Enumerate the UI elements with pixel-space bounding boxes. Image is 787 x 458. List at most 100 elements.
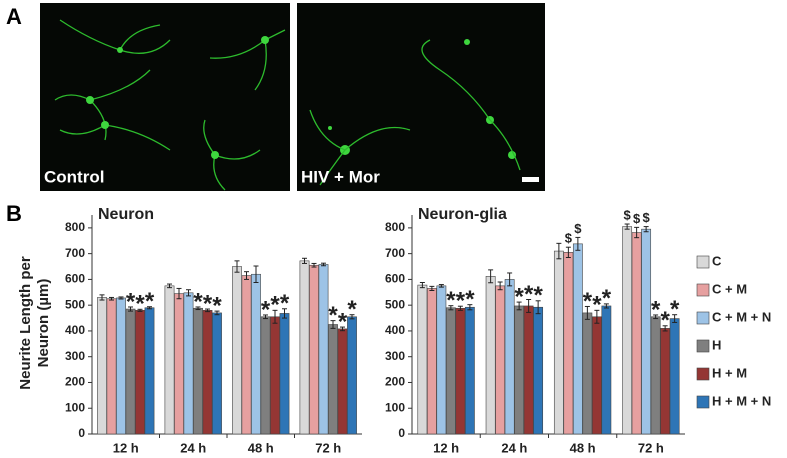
significance-marker: * xyxy=(602,285,612,312)
legend-swatch xyxy=(696,395,710,409)
significance-marker: * xyxy=(280,290,290,317)
significance-marker: * xyxy=(270,292,280,319)
legend-label: H + M xyxy=(712,365,747,380)
bar xyxy=(116,297,126,435)
y-tick-label: 500 xyxy=(65,297,85,311)
bar xyxy=(660,328,671,435)
x-tick-label: 24 h xyxy=(180,440,206,455)
y-tick-label: 500 xyxy=(385,297,405,311)
bar xyxy=(328,324,338,435)
legend-swatch xyxy=(696,339,710,353)
significance-marker: * xyxy=(212,292,222,319)
y-tick-label: 100 xyxy=(385,400,405,414)
legend-swatch xyxy=(696,311,710,325)
y-tick-label: 600 xyxy=(65,272,85,286)
significance-marker: * xyxy=(338,308,348,335)
bar xyxy=(260,316,271,435)
bar xyxy=(279,313,290,435)
bar xyxy=(445,307,456,435)
bar xyxy=(455,307,466,435)
x-tick-label: 24 h xyxy=(501,440,527,455)
significance-marker: $ xyxy=(643,210,651,225)
bar xyxy=(193,307,203,435)
y-tick-label: 300 xyxy=(65,349,85,363)
bar xyxy=(485,276,496,435)
bar xyxy=(125,308,136,435)
bar xyxy=(641,228,652,435)
bar xyxy=(523,305,534,435)
x-tick-label: 48 h xyxy=(570,440,596,455)
bar xyxy=(572,243,583,435)
bar xyxy=(464,306,475,435)
significance-marker: * xyxy=(583,288,593,315)
significance-marker: * xyxy=(524,281,534,308)
significance-marker: $ xyxy=(565,231,573,246)
x-tick-label: 12 h xyxy=(113,440,139,455)
bar xyxy=(622,226,633,435)
significance-marker: * xyxy=(135,291,145,318)
bar xyxy=(241,275,252,435)
bar xyxy=(164,285,175,435)
bar xyxy=(669,318,680,435)
y-tick-label: 600 xyxy=(385,272,405,286)
bar xyxy=(174,293,184,435)
significance-marker: * xyxy=(651,296,661,323)
y-tick-label: 700 xyxy=(385,246,405,260)
significance-marker: * xyxy=(514,283,524,310)
significance-marker: * xyxy=(145,288,155,315)
significance-marker: $ xyxy=(574,221,582,236)
significance-marker: $ xyxy=(633,211,641,226)
bar xyxy=(514,305,525,435)
y-tick-label: 400 xyxy=(65,323,85,337)
bar xyxy=(650,316,661,435)
image-label: Control xyxy=(44,167,104,186)
legend-label: H + M + N xyxy=(712,393,771,408)
bar xyxy=(582,312,593,435)
significance-marker: * xyxy=(592,292,602,319)
bar xyxy=(533,306,544,435)
bar xyxy=(631,232,642,435)
bar xyxy=(601,305,612,435)
bar xyxy=(135,310,145,435)
bar xyxy=(318,264,329,435)
legend-swatch xyxy=(696,255,710,269)
bar xyxy=(553,250,564,435)
panel-label: A xyxy=(6,4,22,29)
y-tick-label: 800 xyxy=(385,220,405,234)
chart-title: Neuron-glia xyxy=(418,206,507,223)
y-tick-label: 800 xyxy=(65,220,85,234)
significance-marker: * xyxy=(660,307,670,334)
legend-label: C + M + N xyxy=(712,309,771,324)
bar xyxy=(563,252,574,435)
bar xyxy=(426,288,437,435)
bar xyxy=(106,298,117,435)
bar xyxy=(212,312,222,435)
y-tick-label: 200 xyxy=(65,375,85,389)
significance-marker: * xyxy=(261,296,271,323)
x-tick-label: 72 h xyxy=(315,440,341,455)
bar xyxy=(299,260,310,435)
significance-marker: * xyxy=(328,302,338,329)
bar xyxy=(495,285,506,435)
legend-swatch xyxy=(696,283,710,297)
bar xyxy=(144,307,155,435)
bar xyxy=(337,328,348,435)
significance-marker: * xyxy=(126,288,136,315)
bar xyxy=(591,316,602,435)
x-tick-label: 72 h xyxy=(638,440,664,455)
bar xyxy=(183,292,194,435)
bar xyxy=(417,284,428,435)
legend-swatch xyxy=(696,367,710,381)
bar xyxy=(347,316,357,435)
y-axis-label: Neurite Length per Neuron (µm) xyxy=(17,256,52,390)
cell-bodies xyxy=(86,36,269,159)
micrograph xyxy=(297,3,545,191)
significance-marker: * xyxy=(203,290,213,317)
chart-title: Neuron xyxy=(98,206,154,223)
bar xyxy=(270,316,280,435)
significance-marker: $ xyxy=(624,207,632,222)
significance-marker: * xyxy=(193,288,203,315)
bar xyxy=(251,273,261,435)
